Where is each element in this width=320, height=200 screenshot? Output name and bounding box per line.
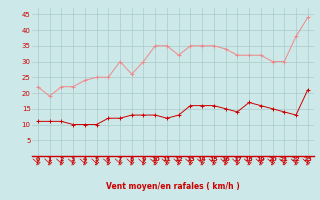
- X-axis label: Vent moyen/en rafales ( km/h ): Vent moyen/en rafales ( km/h ): [106, 182, 240, 191]
